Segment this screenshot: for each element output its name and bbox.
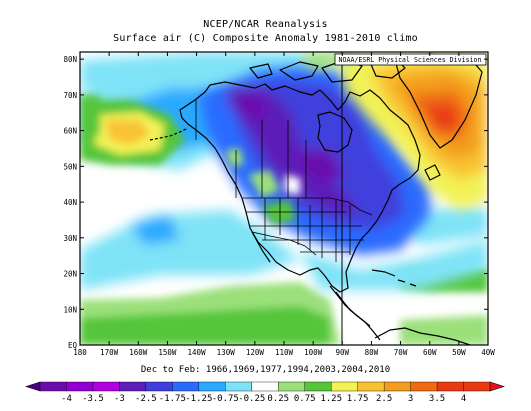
colorbar-swatch [251,381,279,392]
colorbar-swatch [357,381,385,392]
lon-label-160w: 160W [129,348,148,357]
chart-title: NCEP/NCAR Reanalysis [203,19,328,30]
colorbar-label: 0.75 [294,394,316,404]
colorbar-label: -1.75 [159,394,186,404]
political-borders [195,100,373,262]
lon-label-130w: 130W [217,348,236,357]
lon-label-120w: 120W [246,348,265,357]
colorbar-swatch [463,381,491,392]
colorbar-label: -0.75 [212,394,239,404]
colorbar-swatch [92,381,120,392]
lon-label-50w: 50W [452,348,466,357]
lon-label-100w: 100W [304,348,323,357]
colorbar-swatches [25,381,505,392]
colorbar-swatch [330,381,359,392]
lon-label-150w: 150W [158,348,177,357]
lon-label-60w: 60W [423,348,437,357]
lon-label-180: 180 [73,348,87,357]
colorbar-label: -0.25 [238,394,265,404]
lon-label-80w: 80W [365,348,379,357]
lat-label-eq: EQ [68,341,78,350]
lon-label-110w: 110W [275,348,294,357]
lat-label-10n: 10N [63,305,77,314]
anomaly-field [80,52,488,345]
colorbar-label: -1.25 [185,394,212,404]
lat-label-30n: 30N [63,234,77,243]
colorbar-swatch [39,381,67,392]
colorbar-min-arrow [25,381,41,392]
colorbar-label: -3.5 [82,394,104,404]
lat-label-80n: 80N [63,55,77,64]
credit-text: NOAA/ESRL Physical Sciences Division [339,56,482,64]
colorbar-label: -3 [114,394,125,404]
colorbar-label: 3.5 [429,394,445,404]
colorbar-swatch [410,381,438,392]
colorbar-swatch [436,381,465,392]
colorbar: -4 -3.5 -3 -2.5 -1.75 -1.25 -0.75 -0.25 0.25 0.75… [25,381,505,404]
lon-label-90w: 90W [336,348,350,357]
colorbar-label: -4 [61,394,72,404]
colorbar-labels: -4 -3.5 -3 -2.5 -1.75 -1.25 -0.75 -0.25 0.25 0.75… [61,394,466,404]
colorbar-swatch [304,381,332,392]
longitude-labels: 180 170W 160W 150W 140W 130W 120W 110W 100W 90W 80… [73,348,495,357]
lat-label-60n: 60N [63,127,77,136]
colorbar-swatch [119,381,147,392]
warm-anomaly-tropics [80,265,488,345]
lon-label-170w: 170W [100,348,119,357]
colorbar-swatch [66,381,94,392]
lon-label-140w: 140W [188,348,207,357]
axis-ticks [79,52,489,346]
lat-label-20n: 20N [63,270,77,279]
chart-subtitle: Surface air (C) Composite Anomaly 1981-2… [113,33,418,44]
lat-label-70n: 70N [63,91,77,100]
colorbar-label: 2.5 [376,394,392,404]
colorbar-label: 4 [461,394,466,404]
colorbar-swatch [383,381,412,392]
lat-label-50n: 50N [63,162,77,171]
colorbar-label: 0.25 [267,394,289,404]
colorbar-swatch [172,381,200,392]
colorbar-label: 1.75 [347,394,369,404]
warm-anomaly-northwest-pacific [80,95,185,165]
warm-anomaly-western-us [226,148,300,225]
lon-label-70w: 70W [394,348,408,357]
colorbar-max-arrow [489,381,505,392]
credit-label: NOAA/ESRL Physical Sciences Division [334,53,487,66]
colorbar-swatch [198,381,226,392]
latitude-labels: 80N 70N 60N 50N 40N 30N 20N 10N EQ [63,55,77,350]
colorbar-swatch [225,381,253,392]
lat-label-40n: 40N [63,198,77,207]
warm-anomaly-greenland [300,52,488,210]
lon-label-40w: 40W [481,348,495,357]
colorbar-swatch [278,381,306,392]
colorbar-label: 3 [408,394,413,404]
composite-period: Dec to Feb: 1966,1969,1977,1994,2003,200… [140,365,391,375]
colorbar-label: -2.5 [135,394,157,404]
colorbar-swatch [145,381,173,392]
colorbar-label: 1.25 [320,394,342,404]
